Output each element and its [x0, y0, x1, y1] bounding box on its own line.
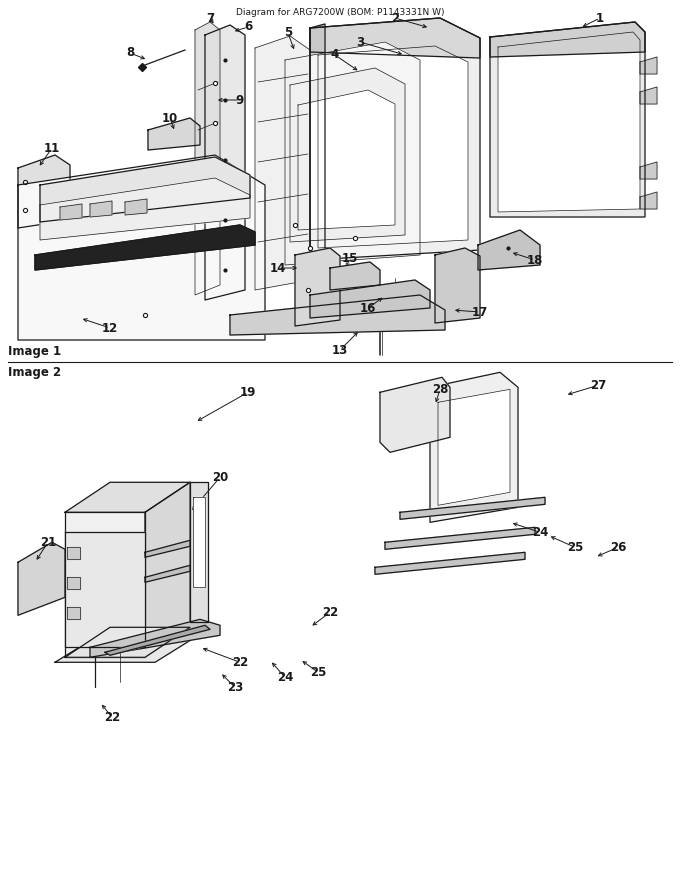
Polygon shape	[18, 155, 265, 340]
Polygon shape	[190, 482, 208, 622]
Polygon shape	[490, 22, 645, 57]
Text: 25: 25	[310, 666, 326, 678]
Polygon shape	[438, 389, 510, 505]
Text: 22: 22	[104, 710, 120, 724]
Polygon shape	[380, 377, 450, 452]
Polygon shape	[230, 295, 445, 335]
Text: 6: 6	[244, 20, 252, 34]
Polygon shape	[67, 607, 80, 619]
Polygon shape	[35, 225, 255, 270]
Polygon shape	[640, 57, 657, 74]
Polygon shape	[55, 634, 200, 662]
Polygon shape	[67, 577, 80, 590]
Polygon shape	[145, 540, 190, 558]
Polygon shape	[195, 22, 220, 295]
Polygon shape	[640, 192, 657, 209]
Polygon shape	[310, 280, 430, 318]
Polygon shape	[90, 619, 220, 657]
Text: 2: 2	[391, 12, 399, 25]
Text: 10: 10	[162, 112, 178, 124]
Polygon shape	[67, 547, 80, 559]
Polygon shape	[298, 90, 395, 230]
Polygon shape	[205, 25, 245, 300]
Text: 14: 14	[270, 261, 286, 274]
Polygon shape	[145, 566, 190, 583]
Polygon shape	[490, 22, 645, 217]
Text: 26: 26	[610, 541, 626, 554]
Polygon shape	[310, 18, 480, 260]
Text: Diagram for ARG7200W (BOM: P1143331N W): Diagram for ARG7200W (BOM: P1143331N W)	[236, 8, 444, 17]
Polygon shape	[318, 46, 468, 248]
Text: 22: 22	[322, 606, 338, 619]
Polygon shape	[640, 87, 657, 104]
Text: 19: 19	[240, 385, 256, 399]
Text: 1: 1	[596, 12, 604, 25]
Text: 16: 16	[360, 302, 376, 314]
Polygon shape	[148, 118, 200, 150]
Text: 11: 11	[44, 141, 60, 155]
Text: Image 1: Image 1	[8, 345, 61, 358]
Polygon shape	[193, 497, 205, 587]
Text: Image 2: Image 2	[8, 367, 61, 379]
Polygon shape	[435, 248, 480, 323]
Polygon shape	[640, 162, 657, 179]
Text: 28: 28	[432, 383, 448, 396]
Text: 24: 24	[277, 670, 293, 684]
Text: 15: 15	[342, 251, 358, 265]
Polygon shape	[255, 36, 310, 290]
Polygon shape	[385, 527, 535, 550]
Polygon shape	[400, 497, 545, 519]
Polygon shape	[285, 42, 420, 265]
Text: 4: 4	[331, 49, 339, 61]
Text: 5: 5	[284, 27, 292, 39]
Text: 7: 7	[206, 12, 214, 25]
Polygon shape	[498, 32, 640, 212]
Text: 21: 21	[40, 535, 56, 549]
Polygon shape	[18, 155, 70, 228]
Text: 12: 12	[102, 321, 118, 335]
Polygon shape	[290, 68, 405, 242]
Polygon shape	[90, 201, 112, 217]
Text: 27: 27	[590, 379, 606, 392]
Polygon shape	[65, 512, 145, 657]
Text: 20: 20	[212, 471, 228, 484]
Text: 25: 25	[567, 541, 583, 554]
Text: 13: 13	[332, 344, 348, 356]
Polygon shape	[375, 552, 525, 575]
Polygon shape	[145, 482, 190, 657]
Text: 18: 18	[527, 253, 543, 266]
Polygon shape	[65, 532, 145, 647]
Text: 3: 3	[356, 36, 364, 49]
Polygon shape	[60, 204, 82, 220]
Polygon shape	[105, 625, 210, 655]
Polygon shape	[478, 230, 540, 270]
Polygon shape	[295, 248, 340, 326]
Polygon shape	[65, 482, 190, 512]
Polygon shape	[125, 199, 147, 215]
Polygon shape	[40, 178, 250, 240]
Text: 22: 22	[232, 656, 248, 669]
Polygon shape	[40, 157, 250, 222]
Polygon shape	[310, 18, 480, 58]
Text: 8: 8	[126, 46, 134, 59]
Text: 17: 17	[472, 305, 488, 319]
Polygon shape	[18, 543, 65, 615]
Text: 24: 24	[532, 526, 548, 539]
Text: 9: 9	[236, 93, 244, 107]
Polygon shape	[430, 372, 518, 522]
Polygon shape	[310, 24, 325, 260]
Polygon shape	[65, 627, 190, 657]
Text: 23: 23	[227, 681, 243, 694]
Polygon shape	[330, 262, 380, 290]
